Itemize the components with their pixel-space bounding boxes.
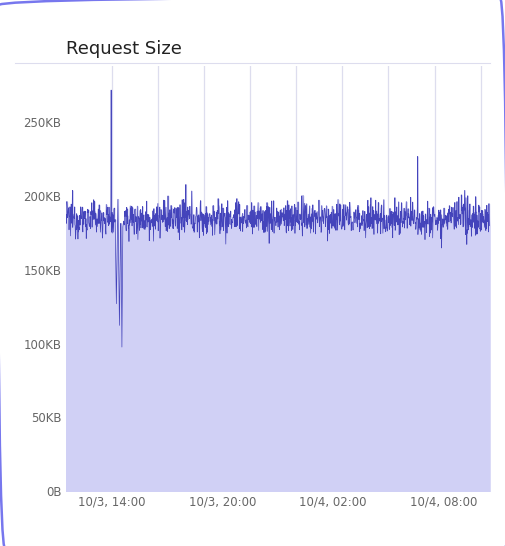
- Text: Request Size: Request Size: [66, 40, 181, 58]
